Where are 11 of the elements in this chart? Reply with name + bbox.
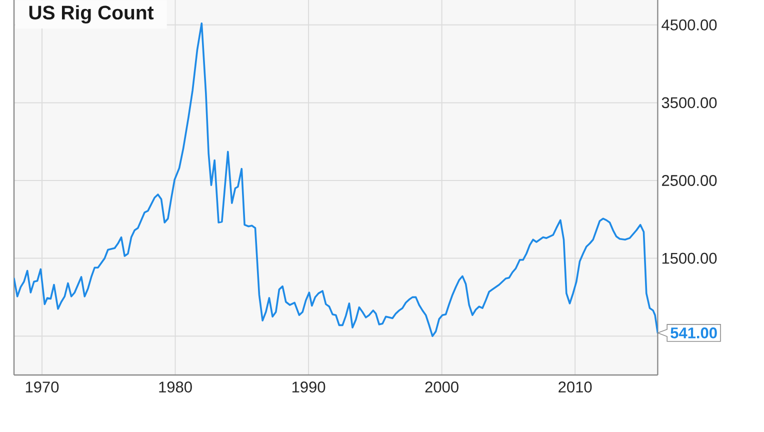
x-tick-label: 2000	[425, 382, 458, 393]
y-tick-label: 1500.00	[662, 252, 717, 264]
chart-title: US Rig Count	[29, 5, 154, 24]
x-tick-label: 1990	[292, 382, 326, 393]
y-tick-label: 2500.00	[662, 175, 717, 186]
annotation: 541.00	[670, 327, 717, 338]
y-tick-label: 4500.00	[662, 19, 717, 30]
y-tick-label: 3500.00	[662, 97, 717, 108]
x-tick-label: 2010	[558, 382, 592, 393]
x-tick-label: 1970	[26, 382, 59, 393]
x-tick-label: 1980	[159, 382, 192, 393]
